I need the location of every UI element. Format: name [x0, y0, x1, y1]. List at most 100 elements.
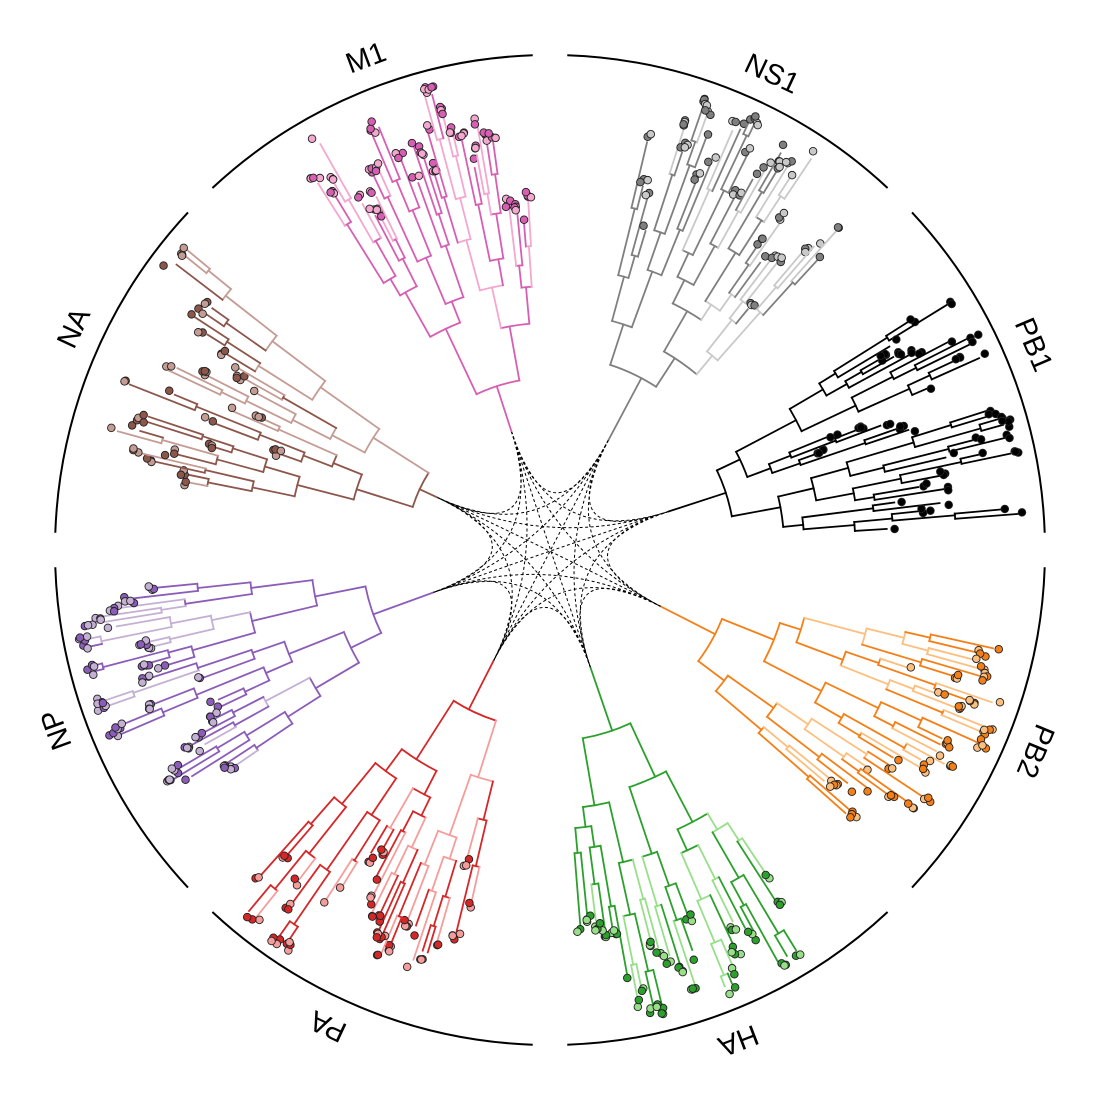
- tree-branch: [696, 899, 716, 944]
- tree-branch: [444, 859, 458, 898]
- tree-branch: [128, 383, 197, 412]
- tree-branch: [444, 327, 478, 396]
- tree-branch: [233, 705, 270, 727]
- tree-branch: [690, 139, 699, 144]
- tree-branch: [231, 695, 265, 714]
- tree-branch: [717, 875, 747, 929]
- tree-tip: [372, 205, 382, 215]
- tree-tip: [139, 418, 148, 427]
- tree-branch: [377, 126, 401, 181]
- tree-branch: [475, 379, 521, 396]
- tree-branch: [654, 356, 676, 389]
- tree-branch: [681, 162, 712, 233]
- tree-branch: [743, 259, 781, 305]
- tree-branch: [803, 717, 813, 731]
- tree-branch: [714, 689, 763, 732]
- tree-tip: [414, 171, 424, 181]
- tree-branch: [788, 435, 830, 454]
- tree-tip: [417, 149, 427, 158]
- tree-tip: [1011, 447, 1020, 456]
- tree-branch: [161, 696, 199, 714]
- tree-branch: [499, 322, 531, 330]
- tree-tip: [307, 134, 317, 144]
- tree-tip: [117, 719, 127, 729]
- tree-branch: [381, 828, 395, 851]
- tree-branch: [676, 275, 695, 287]
- tree-branch: [210, 611, 252, 622]
- tree-branch: [478, 284, 504, 292]
- tree-branch: [202, 311, 226, 328]
- tree-branch: [671, 302, 703, 322]
- tree-tip: [759, 163, 768, 172]
- tree-branch: [245, 399, 293, 425]
- tree-branch: [885, 688, 944, 714]
- tree-branch: [370, 777, 398, 817]
- tree-tip: [833, 223, 843, 232]
- tree-tip: [652, 948, 661, 957]
- tree-branch: [882, 464, 886, 473]
- tree-branch: [948, 436, 1008, 453]
- tree-branch: [762, 195, 782, 224]
- tree-branch: [389, 277, 402, 297]
- tree-branch: [103, 689, 134, 702]
- tree-branch: [613, 904, 629, 977]
- tree-branch: [699, 303, 713, 322]
- tree-tip: [646, 129, 656, 139]
- tree-tip: [634, 995, 644, 1005]
- tree-tip: [448, 931, 457, 941]
- tree-branch: [147, 415, 205, 436]
- tree-branch: [448, 836, 458, 860]
- tree-branch: [516, 210, 524, 267]
- tree-branch: [607, 376, 643, 441]
- tree-branch: [892, 366, 918, 381]
- tree-branch: [711, 875, 721, 882]
- tree-branch: [352, 473, 364, 501]
- tree-branch: [196, 648, 253, 669]
- tree-branch: [783, 157, 813, 201]
- tree-branch: [777, 495, 785, 528]
- tree-branch: [379, 171, 392, 197]
- tree-branch: [437, 212, 450, 246]
- tree-branch: [859, 767, 910, 804]
- tree-branch: [635, 185, 644, 211]
- tree-branch: [279, 453, 303, 463]
- tree-branch: [978, 423, 983, 433]
- tree-branch: [255, 722, 294, 750]
- tree-branch: [223, 743, 256, 766]
- tree-branch: [277, 428, 338, 457]
- tree-branch: [705, 318, 734, 353]
- tree-tip: [377, 845, 386, 854]
- tree-branch: [776, 245, 816, 290]
- segment-link: [432, 580, 513, 662]
- tree-branch: [426, 130, 448, 198]
- tree-branch: [406, 864, 430, 923]
- tree-branch: [849, 466, 885, 477]
- tree-tip: [775, 900, 785, 910]
- tree-branch: [281, 396, 338, 430]
- tree-branch: [695, 113, 709, 144]
- tree-branch: [132, 669, 200, 694]
- tree-branch: [401, 257, 418, 288]
- tree-branch: [324, 857, 354, 901]
- tree-branch: [719, 975, 726, 988]
- tree-branch: [916, 342, 974, 372]
- tree-branch: [160, 605, 187, 611]
- tree-branch: [251, 486, 296, 498]
- tree-branch: [581, 722, 632, 740]
- tree-branch: [410, 816, 427, 849]
- tree-branch: [574, 827, 579, 854]
- tree-branch: [904, 630, 932, 639]
- tree-branch: [655, 850, 671, 887]
- tree-tip: [372, 875, 382, 884]
- tree-tip: [1005, 433, 1014, 443]
- tree-branch: [183, 254, 208, 275]
- tree-branch: [292, 870, 332, 926]
- tree-branch: [309, 795, 336, 826]
- tree-branch: [296, 483, 355, 501]
- tree-branch: [193, 402, 199, 412]
- tree-tip: [903, 799, 913, 808]
- tree-branch: [803, 727, 846, 759]
- tree-tip: [526, 192, 536, 202]
- tree-tip: [731, 925, 741, 934]
- tree-branch: [742, 122, 750, 136]
